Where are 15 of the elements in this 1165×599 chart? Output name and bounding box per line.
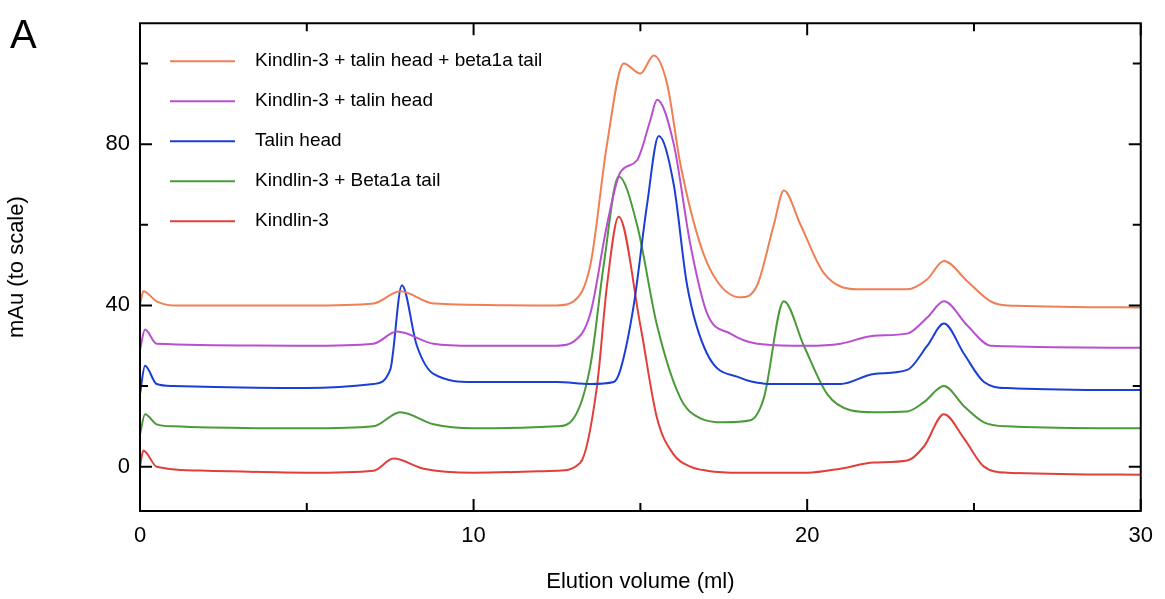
x-tick-label: 20 [794,522,820,548]
y-axis-title: mAu (to scale) [3,196,29,339]
legend-label: Kindlin-3 + talin head [255,89,433,111]
x-tick-label: 30 [1128,522,1154,548]
y-tick-label: 80 [105,130,130,156]
legend-label: Kindlin-3 + Beta1a tail [255,169,441,191]
x-axis-title: Elution volume (ml) [546,567,735,593]
y-tick-label: 40 [105,291,130,317]
legend-label: Kindlin-3 [255,209,329,231]
legend-label: Kindlin-3 + talin head + beta1a tail [255,49,543,71]
legend-label: Talin head [255,129,342,151]
x-tick-label: 10 [461,522,486,548]
text: A [10,12,37,57]
y-tick-label: 0 [117,452,130,478]
x-tick-label: 0 [133,522,147,548]
